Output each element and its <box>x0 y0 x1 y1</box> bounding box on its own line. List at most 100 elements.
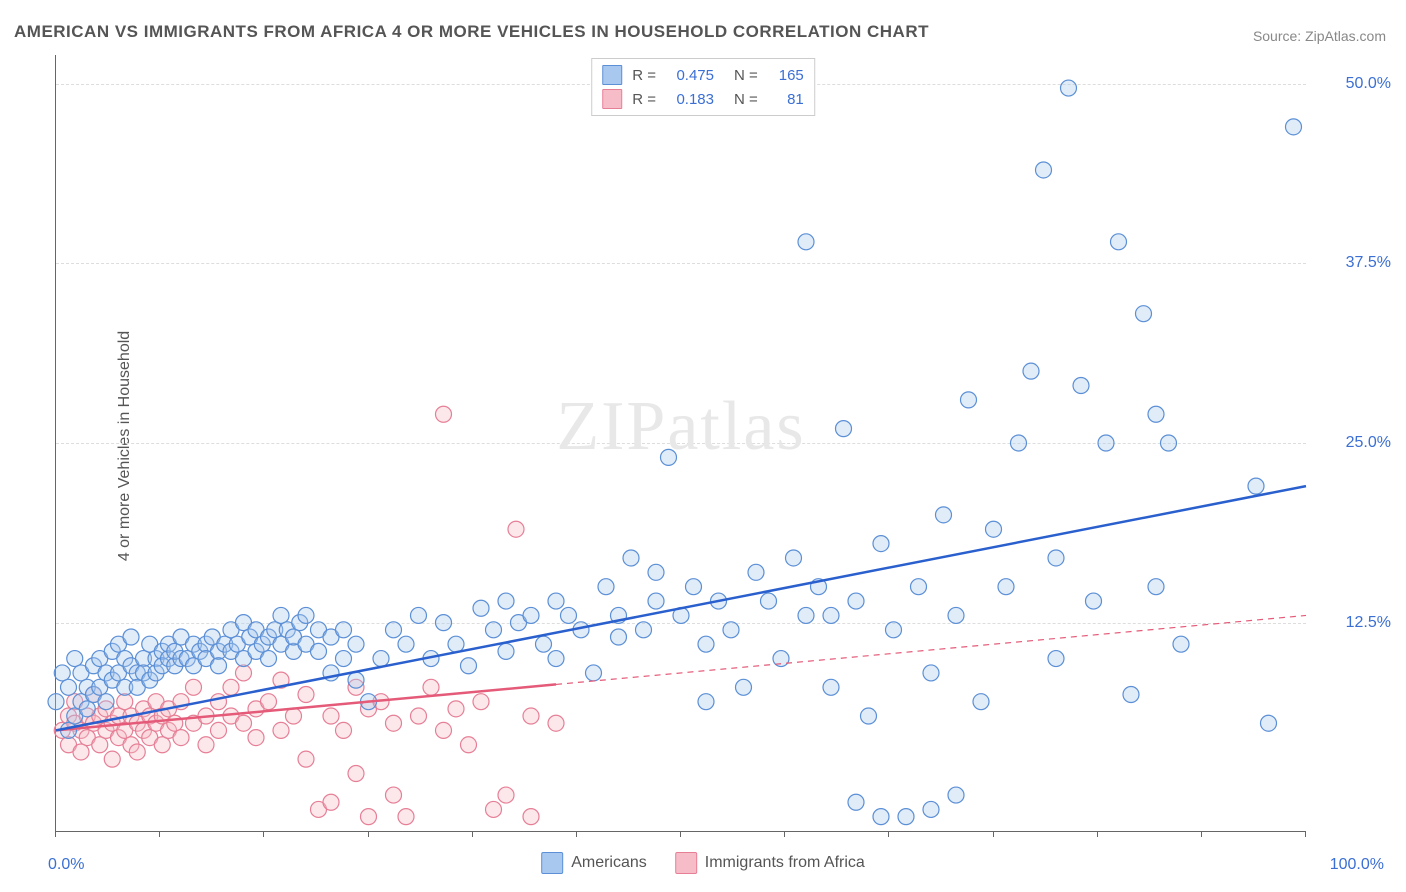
data-point <box>186 679 202 695</box>
r-value-immigrants: 0.183 <box>666 91 714 108</box>
data-point <box>973 694 989 710</box>
data-point <box>1136 306 1152 322</box>
y-tick-label: 50.0% <box>1346 75 1391 93</box>
data-point <box>998 579 1014 595</box>
data-point <box>67 651 83 667</box>
legend-row-americans: R = 0.475 N = 165 <box>602 63 804 87</box>
data-point <box>92 737 108 753</box>
data-point <box>548 651 564 667</box>
data-point <box>748 564 764 580</box>
data-point <box>698 694 714 710</box>
x-tick <box>159 831 160 837</box>
data-point <box>336 651 352 667</box>
data-point <box>548 593 564 609</box>
data-point <box>248 730 264 746</box>
source-label: Source: <box>1253 28 1301 44</box>
data-point <box>561 607 577 623</box>
source-attribution: Source: ZipAtlas.com <box>1253 28 1386 44</box>
data-point <box>211 658 227 674</box>
data-point <box>761 593 777 609</box>
data-point <box>1148 579 1164 595</box>
data-point <box>386 715 402 731</box>
data-point <box>236 715 252 731</box>
data-point <box>498 643 514 659</box>
data-point <box>523 809 539 825</box>
x-axis-max-label: 100.0% <box>1330 856 1384 874</box>
data-point <box>936 507 952 523</box>
data-point <box>486 622 502 638</box>
data-point <box>373 651 389 667</box>
data-point <box>523 607 539 623</box>
data-point <box>48 694 64 710</box>
data-point <box>723 622 739 638</box>
data-point <box>948 787 964 803</box>
data-point <box>1161 435 1177 451</box>
r-label: R = <box>632 91 656 108</box>
x-tick <box>576 831 577 837</box>
data-point <box>548 715 564 731</box>
data-point <box>436 615 452 631</box>
data-point <box>911 579 927 595</box>
data-point <box>1148 406 1164 422</box>
data-point <box>886 622 902 638</box>
data-point <box>54 665 70 681</box>
data-point <box>1123 686 1139 702</box>
data-point <box>104 751 120 767</box>
data-point <box>436 406 452 422</box>
data-point <box>423 679 439 695</box>
x-tick <box>1201 831 1202 837</box>
data-point <box>798 234 814 250</box>
plot-svg <box>56 55 1306 831</box>
source-name: ZipAtlas.com <box>1305 28 1386 44</box>
data-point <box>398 809 414 825</box>
data-point <box>261 694 277 710</box>
trend-line <box>56 486 1306 730</box>
data-point <box>273 607 289 623</box>
correlation-legend: R = 0.475 N = 165 R = 0.183 N = 81 <box>591 58 815 116</box>
data-point <box>1098 435 1114 451</box>
data-point <box>986 521 1002 537</box>
data-point <box>586 665 602 681</box>
data-point <box>661 449 677 465</box>
data-point <box>623 550 639 566</box>
y-tick-label: 12.5% <box>1346 614 1391 632</box>
data-point <box>1061 80 1077 96</box>
data-point <box>461 737 477 753</box>
x-axis-min-label: 0.0% <box>48 856 84 874</box>
swatch-americans-icon <box>541 852 563 874</box>
swatch-americans-icon <box>602 65 622 85</box>
data-point <box>336 722 352 738</box>
legend-item-americans: Americans <box>541 852 647 874</box>
data-point <box>348 766 364 782</box>
data-point <box>311 643 327 659</box>
data-point <box>636 622 652 638</box>
data-point <box>648 593 664 609</box>
data-point <box>348 636 364 652</box>
x-tick <box>1305 831 1306 837</box>
data-point <box>861 708 877 724</box>
x-tick <box>55 831 56 837</box>
data-point <box>848 593 864 609</box>
data-point <box>448 636 464 652</box>
data-point <box>786 550 802 566</box>
data-point <box>1011 435 1027 451</box>
r-value-americans: 0.475 <box>666 67 714 84</box>
data-point <box>211 722 227 738</box>
swatch-immigrants-icon <box>675 852 697 874</box>
data-point <box>129 744 145 760</box>
data-point <box>1261 715 1277 731</box>
data-point <box>1086 593 1102 609</box>
data-point <box>648 564 664 580</box>
data-point <box>898 809 914 825</box>
data-point <box>361 809 377 825</box>
data-point <box>823 607 839 623</box>
y-tick-label: 25.0% <box>1346 434 1391 452</box>
data-point <box>498 787 514 803</box>
data-point <box>873 809 889 825</box>
data-point <box>1248 478 1264 494</box>
data-point <box>398 636 414 652</box>
r-label: R = <box>632 67 656 84</box>
data-point <box>298 607 314 623</box>
data-point <box>736 679 752 695</box>
data-point <box>461 658 477 674</box>
